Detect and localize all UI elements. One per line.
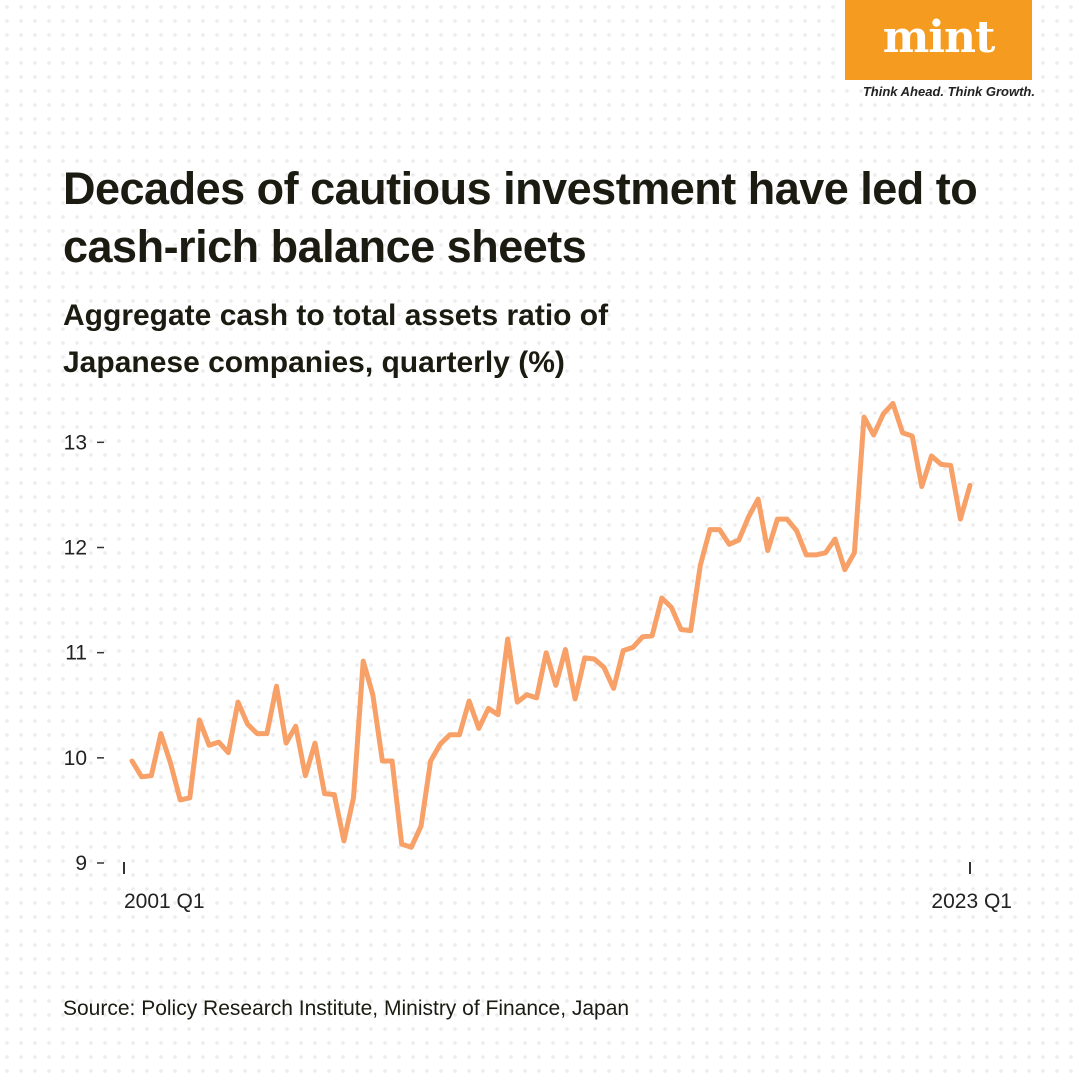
source-note: Source: Policy Research Institute, Minis… bbox=[63, 997, 630, 1020]
series-group bbox=[129, 400, 973, 850]
brand-tagline: Think Ahead. Think Growth. bbox=[862, 84, 1035, 99]
y-tick-label: 12 bbox=[64, 536, 87, 559]
x-tick-label: 2001 Q1 bbox=[124, 890, 205, 913]
y-tick-label: 10 bbox=[64, 747, 87, 770]
chart-subtitle: Aggregate cash to total assets ratio of … bbox=[63, 299, 609, 379]
y-tick-label: 13 bbox=[64, 431, 87, 454]
y-tick-label: 11 bbox=[65, 642, 87, 665]
chart-title: Decades of cautious investment have led … bbox=[63, 163, 978, 272]
x-tick-label: 2023 Q1 bbox=[931, 890, 1012, 913]
logo-wordmark: mint bbox=[882, 11, 996, 63]
x-axis: 2001 Q1 2023 Q1 bbox=[123, 862, 1012, 913]
series-line bbox=[129, 400, 973, 850]
y-tick-label: 9 bbox=[75, 852, 87, 875]
mint-logo[interactable]: mint bbox=[845, 0, 1032, 80]
y-axis: 9 10 11 12 13 bbox=[64, 431, 104, 875]
